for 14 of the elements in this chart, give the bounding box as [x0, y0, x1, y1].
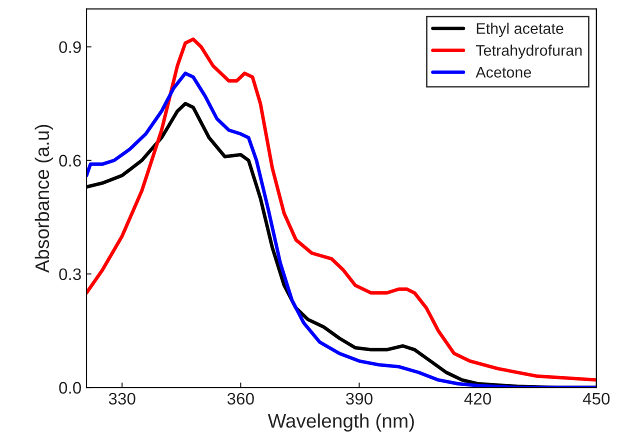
x-tick-label: 390 — [346, 392, 372, 405]
x-tick-label: 360 — [227, 392, 254, 405]
x-axis-title: Wavelength (nm) — [268, 413, 414, 432]
y-axis-title: Absorbance (a.u) — [34, 124, 53, 273]
x-tick-label: 420 — [464, 392, 492, 405]
y-tick-label: 0.3 — [59, 268, 81, 280]
x-tick-label: 450 — [582, 392, 610, 405]
legend-label: Ethyl acetate — [476, 22, 564, 37]
legend-label: Tetrahydrofuran — [476, 44, 582, 59]
y-tick-label: 0.6 — [59, 154, 81, 167]
y-tick-label: 0.0 — [59, 382, 82, 394]
x-tick-label: 330 — [108, 392, 136, 405]
y-tick-label: 0.9 — [59, 41, 81, 54]
legend-label: Acetone — [476, 67, 532, 78]
